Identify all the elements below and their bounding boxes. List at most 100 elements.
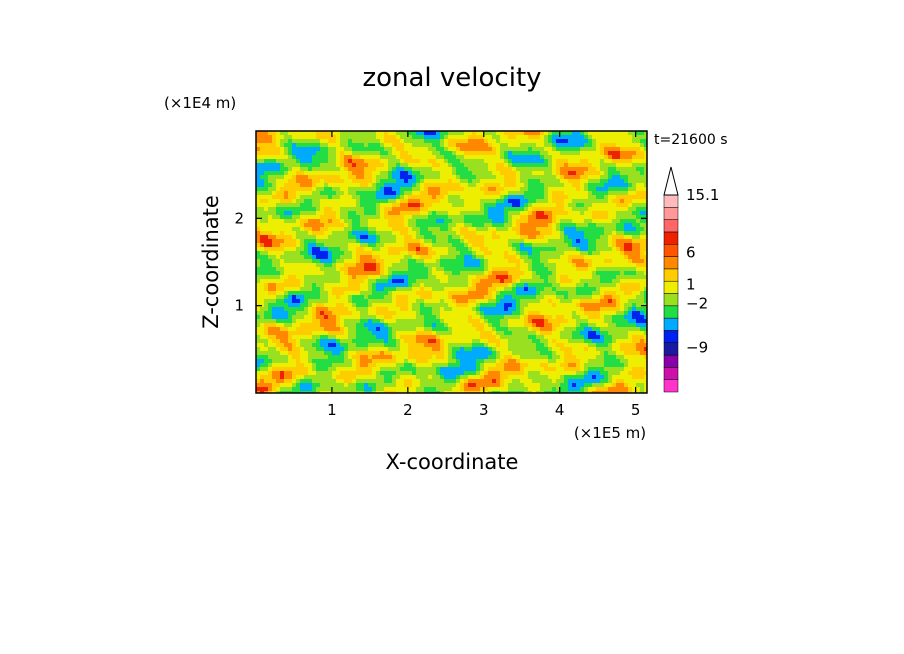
heatmap-cell xyxy=(412,159,416,163)
heatmap-cell xyxy=(476,183,480,187)
heatmap-cell xyxy=(484,263,488,267)
heatmap-cell xyxy=(300,275,304,279)
heatmap-cell xyxy=(296,311,300,315)
heatmap-cell xyxy=(384,211,388,215)
heatmap-cell xyxy=(496,203,500,207)
heatmap-cell xyxy=(632,319,636,323)
heatmap-cell xyxy=(372,203,376,207)
heatmap-cell xyxy=(564,259,568,263)
heatmap-cell xyxy=(472,195,476,199)
heatmap-cell xyxy=(632,143,636,147)
heatmap-cell xyxy=(508,327,512,331)
heatmap-cell xyxy=(620,287,624,291)
heatmap-cell xyxy=(312,159,316,163)
heatmap-cell xyxy=(484,223,488,227)
heatmap-cell xyxy=(540,235,544,239)
heatmap-cell xyxy=(376,227,380,231)
heatmap-cell xyxy=(416,239,420,243)
heatmap-cell xyxy=(328,299,332,303)
heatmap-cell xyxy=(476,259,480,263)
heatmap-cell xyxy=(580,183,584,187)
heatmap-cell xyxy=(260,151,264,155)
heatmap-cell xyxy=(612,163,616,167)
heatmap-cell xyxy=(620,195,624,199)
heatmap-cell xyxy=(440,171,444,175)
heatmap-cell xyxy=(508,255,512,259)
heatmap-cell xyxy=(324,175,328,179)
heatmap-cell xyxy=(604,227,608,231)
heatmap-cell xyxy=(276,171,280,175)
heatmap-cell xyxy=(592,331,596,335)
heatmap-cell xyxy=(312,135,316,139)
heatmap-cell xyxy=(544,239,548,243)
heatmap-cell xyxy=(472,167,476,171)
heatmap-cell xyxy=(628,323,632,327)
heatmap-cell xyxy=(308,179,312,183)
heatmap-cell xyxy=(324,139,328,143)
heatmap-cell xyxy=(588,235,592,239)
heatmap-cell xyxy=(432,231,436,235)
heatmap-cell xyxy=(348,203,352,207)
heatmap-cell xyxy=(332,211,336,215)
heatmap-cell xyxy=(364,287,368,291)
heatmap-cell xyxy=(292,323,296,327)
heatmap-cell xyxy=(300,283,304,287)
heatmap-cell xyxy=(264,155,268,159)
heatmap-cell xyxy=(280,319,284,323)
heatmap-cell xyxy=(320,271,324,275)
heatmap-cell xyxy=(300,331,304,335)
heatmap-cell xyxy=(492,171,496,175)
heatmap-cell xyxy=(336,299,340,303)
heatmap-cell xyxy=(592,303,596,307)
heatmap-cell xyxy=(540,303,544,307)
heatmap-cell xyxy=(624,283,628,287)
heatmap-cell xyxy=(348,287,352,291)
heatmap-cell xyxy=(480,211,484,215)
heatmap-cell xyxy=(404,279,408,283)
heatmap-cell xyxy=(300,203,304,207)
heatmap-cell xyxy=(340,199,344,203)
heatmap-cell xyxy=(428,183,432,187)
heatmap-cell xyxy=(268,247,272,251)
heatmap-cell xyxy=(484,243,488,247)
heatmap-cell xyxy=(600,319,604,323)
heatmap-cell xyxy=(264,167,268,171)
heatmap-cell xyxy=(284,199,288,203)
heatmap-cell xyxy=(292,319,296,323)
heatmap-cell xyxy=(316,195,320,199)
heatmap-cell xyxy=(420,199,424,203)
heatmap-cell xyxy=(516,275,520,279)
heatmap-cell xyxy=(516,283,520,287)
heatmap-cell xyxy=(380,231,384,235)
heatmap-cell xyxy=(560,163,564,167)
heatmap-cell xyxy=(512,263,516,267)
heatmap-cell xyxy=(436,251,440,255)
heatmap-cell xyxy=(404,219,408,223)
heatmap-cell xyxy=(396,239,400,243)
heatmap-cell xyxy=(332,215,336,219)
heatmap-cell xyxy=(368,159,372,163)
heatmap-cell xyxy=(564,219,568,223)
heatmap-cell xyxy=(272,315,276,319)
heatmap-cell xyxy=(640,315,644,319)
heatmap-cell xyxy=(408,207,412,211)
chart-title: zonal velocity xyxy=(362,63,541,93)
heatmap-cell xyxy=(596,187,600,191)
heatmap-cell xyxy=(476,235,480,239)
heatmap-cell xyxy=(532,143,536,147)
heatmap-cell xyxy=(500,219,504,223)
heatmap-cell xyxy=(488,319,492,323)
heatmap-cell xyxy=(260,299,264,303)
heatmap-cell xyxy=(496,299,500,303)
heatmap-cell xyxy=(572,275,576,279)
heatmap-cell xyxy=(512,295,516,299)
heatmap-cell xyxy=(280,283,284,287)
heatmap-cell xyxy=(424,151,428,155)
heatmap-cell xyxy=(344,179,348,183)
heatmap-cell xyxy=(620,299,624,303)
heatmap-cell xyxy=(528,267,532,271)
heatmap-cell xyxy=(392,211,396,215)
heatmap-cell xyxy=(548,159,552,163)
heatmap-cell xyxy=(476,287,480,291)
heatmap-cell xyxy=(420,135,424,139)
